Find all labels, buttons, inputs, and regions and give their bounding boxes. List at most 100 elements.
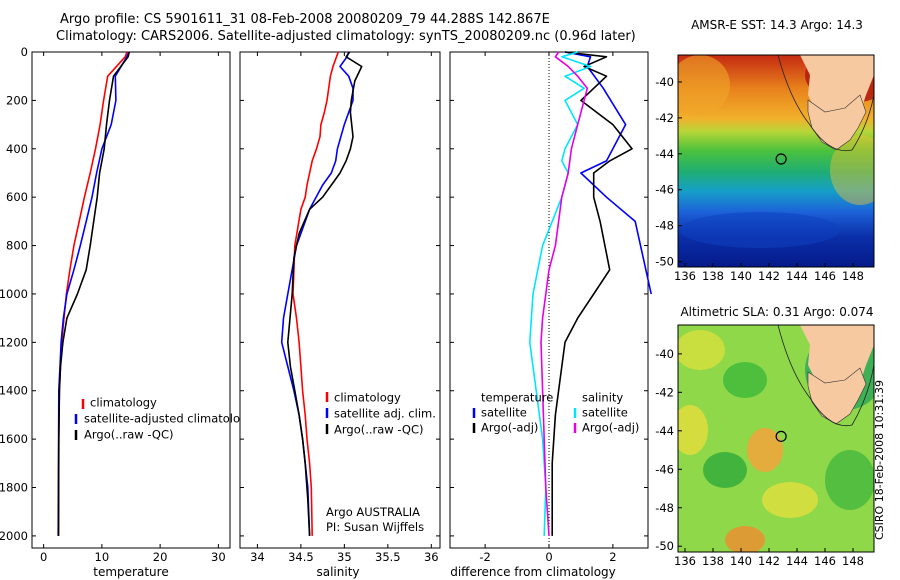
sla-patch (678, 405, 708, 455)
legend-label-argo: Argo(..raw -QC) (334, 423, 424, 437)
salinity-panel: 34 34.5 35 35.5 36 salinity climatology sate… (239, 51, 441, 579)
tasmania-landmass (807, 94, 867, 151)
map-y-tick-label: -44 (655, 147, 674, 161)
temperature-xlabel: temperature (93, 565, 168, 579)
legend-label-satellite: satellite-adjusted climatology (84, 412, 254, 426)
sst-east-patch (830, 135, 874, 205)
y-tick-label: 1800 (0, 481, 28, 495)
x-tick-label: 36 (424, 550, 439, 564)
map-x-tick-label: 148 (842, 269, 864, 283)
series-line-2-0 (564, 51, 652, 295)
salinity-xlabel: salinity (316, 565, 359, 579)
salinity-legend: climatology satellite adj. clim. Argo(..… (325, 391, 436, 437)
x-tick-label: 0 (40, 550, 47, 564)
figure-title: Argo profile: CS 5901611_31 08-Feb-2008 … (60, 12, 550, 27)
legend-label-sal-satellite: satellite (582, 406, 628, 420)
map-y-tick-label: -46 (655, 462, 674, 476)
y-tick-label: 800 (6, 239, 28, 253)
series-line-1-2 (286, 51, 363, 536)
map-y-tick-label: -42 (655, 385, 674, 399)
sla-patch (723, 362, 767, 398)
sla-patch (762, 482, 818, 518)
map-x-tick-label: 142 (758, 554, 780, 568)
sst-map-panel: AMSR-E SST: 14.3 Argo: 14.3 136 138 140 142… (655, 18, 875, 283)
bathymetry-contour (777, 55, 874, 152)
map-x-tick-label: 144 (786, 554, 808, 568)
difference-legend: temperature satellite Argo(-adj) salinit… (472, 391, 639, 435)
map-y-tick-label: -44 (655, 424, 674, 438)
legend-label-argo: Argo(..raw -QC) (84, 428, 174, 442)
y-tick-label: 200 (6, 93, 28, 107)
y-tick-label: 1200 (0, 335, 28, 349)
sla-patch (825, 450, 874, 510)
difference-panel: -2 0 2 difference from climatology tempera… (449, 51, 652, 579)
map-y-tick-label: -42 (655, 111, 674, 125)
figure-subtitle: Climatology: CARS2006. Satellite-adjuste… (56, 29, 636, 44)
map-x-tick-label: 136 (674, 554, 696, 568)
legend-label-climatology: climatology (90, 396, 157, 410)
legend-label-satellite: satellite adj. clim. (334, 407, 436, 421)
salinity-axes-frame (239, 51, 441, 549)
x-tick-label: -2 (479, 550, 490, 564)
tasmania-landmass (807, 367, 867, 425)
y-tick-label: 400 (6, 142, 28, 156)
x-tick-label: 34 (250, 550, 265, 564)
sst-warm-west (678, 55, 730, 115)
legend-label-temp-argo: Argo(-adj) (481, 421, 538, 435)
x-tick-label: 0 (545, 550, 552, 564)
sla-map-frame (677, 324, 875, 553)
legend-label-sal-argo: Argo(-adj) (582, 421, 639, 435)
sst-map-frame (677, 54, 875, 268)
map-y-tick-label: -40 (655, 347, 674, 361)
legend-label-salinity: salinity (582, 391, 623, 405)
sla-map-panel: Altimetric SLA: 0.31 Argo: 0.074 136 138 1… (655, 305, 875, 568)
x-tick-label: 30 (211, 550, 226, 564)
series-line-1-0 (292, 51, 340, 536)
sla-patch (703, 452, 747, 488)
sla-patch (747, 428, 783, 472)
bathymetry-contour (777, 325, 874, 427)
argo-float-marker (775, 153, 787, 165)
y-tick-label: 600 (6, 190, 28, 204)
map-x-tick-label: 146 (814, 269, 836, 283)
series-line-0-2 (57, 51, 131, 536)
x-tick-label: 35 (337, 550, 352, 564)
difference-xlabel: difference from climatology (450, 565, 616, 579)
y-tick-label: 1600 (0, 432, 28, 446)
map-x-tick-label: 146 (814, 554, 836, 568)
y-tick-label: 2000 (0, 529, 28, 543)
legend-label-temperature: temperature (481, 391, 553, 405)
map-x-tick-label: 148 (842, 554, 864, 568)
map-y-tick-label: -46 (655, 183, 674, 197)
temperature-axes-frame (31, 51, 231, 549)
x-tick-label: 35.5 (375, 550, 401, 564)
x-tick-label: 20 (153, 550, 168, 564)
difference-axes-frame (449, 51, 649, 549)
legend-label-climatology: climatology (334, 391, 401, 405)
map-x-tick-label: 136 (674, 269, 696, 283)
x-tick-label: 34.5 (288, 550, 314, 564)
legend-label-temp-satellite: satellite (481, 406, 527, 420)
map-y-tick-label: -50 (655, 255, 674, 269)
map-x-tick-label: 144 (786, 269, 808, 283)
argo-australia-annotation: Argo AUSTRALIA (326, 505, 420, 519)
sla-patch (725, 526, 765, 552)
map-y-tick-label: -48 (655, 219, 674, 233)
map-y-tick-label: -48 (655, 501, 674, 515)
argo-float-marker (775, 430, 787, 442)
sla-patch (678, 330, 725, 370)
temperature-panel: 0 10 20 30 0 200 400 600 800 1000 1200 1400 1600 180… (0, 45, 254, 579)
y-tick-label: 1400 (0, 384, 28, 398)
map-x-tick-label: 138 (702, 269, 724, 283)
sla-map-title: Altimetric SLA: 0.31 Argo: 0.074 (680, 305, 873, 319)
y-tick-label: 0 (21, 45, 28, 59)
y-tick-label: 1000 (0, 287, 28, 301)
series-line-0-1 (57, 51, 130, 536)
sst-cold-band (680, 212, 840, 248)
pi-annotation: PI: Susan Wijffels (326, 520, 424, 534)
map-x-tick-label: 140 (730, 554, 752, 568)
series-line-2-1 (551, 51, 633, 536)
x-tick-label: 10 (95, 550, 110, 564)
sst-map-title: AMSR-E SST: 14.3 Argo: 14.3 (691, 18, 863, 32)
